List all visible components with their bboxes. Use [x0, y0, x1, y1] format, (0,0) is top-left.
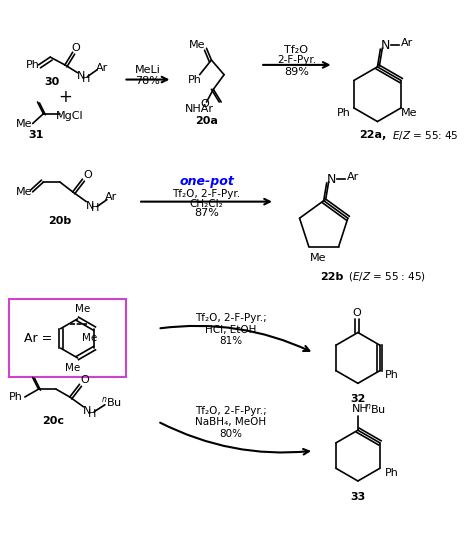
Text: Ar: Ar — [105, 192, 117, 202]
Text: O: O — [80, 375, 89, 385]
Text: Tf₂O, 2-F-Pyr.: Tf₂O, 2-F-Pyr. — [173, 189, 241, 199]
Text: 81%: 81% — [219, 337, 243, 346]
Text: N: N — [83, 406, 91, 415]
Text: N: N — [381, 39, 390, 52]
Text: 89%: 89% — [284, 67, 309, 77]
Text: one-pot: one-pot — [179, 175, 234, 188]
Text: Me: Me — [16, 118, 33, 129]
Text: 30: 30 — [45, 76, 60, 87]
Text: N: N — [77, 71, 86, 81]
Text: Ar: Ar — [96, 63, 108, 73]
Text: Tf₂O, 2-F-Pyr.;: Tf₂O, 2-F-Pyr.; — [195, 313, 267, 323]
Text: Me: Me — [65, 362, 80, 373]
Text: NaBH₄, MeOH: NaBH₄, MeOH — [195, 417, 266, 427]
Text: Tf₂O, 2-F-Pyr.;: Tf₂O, 2-F-Pyr.; — [195, 406, 267, 415]
Text: ($\it{E/Z}$ = 55 : 45): ($\it{E/Z}$ = 55 : 45) — [348, 270, 426, 283]
Text: H: H — [88, 408, 96, 419]
Text: NH: NH — [352, 404, 368, 414]
Text: O: O — [83, 170, 91, 180]
Text: O: O — [353, 308, 361, 318]
Text: Ph: Ph — [188, 75, 202, 84]
Text: N: N — [86, 201, 94, 210]
Text: H: H — [91, 203, 100, 214]
Text: 33: 33 — [350, 492, 365, 502]
Text: Me: Me — [16, 187, 33, 197]
Bar — [9, 299, 127, 378]
Text: Ar =: Ar = — [24, 332, 52, 345]
Text: Me: Me — [401, 108, 417, 118]
Text: 20b: 20b — [48, 216, 72, 226]
Text: Ar: Ar — [401, 38, 413, 48]
Text: $^n$Bu: $^n$Bu — [365, 402, 386, 415]
Text: MeLi: MeLi — [135, 65, 161, 75]
Text: HCl, EtOH: HCl, EtOH — [205, 325, 256, 334]
Text: +: + — [58, 88, 72, 106]
Text: CH₂Cl₂: CH₂Cl₂ — [190, 199, 223, 208]
Text: $^n$Bu: $^n$Bu — [101, 395, 122, 409]
Text: O: O — [201, 99, 210, 109]
Text: 20c: 20c — [42, 417, 64, 426]
Text: Me: Me — [310, 253, 327, 263]
Text: Ph: Ph — [337, 108, 351, 118]
Text: 22b: 22b — [320, 272, 343, 282]
Text: 78%: 78% — [136, 76, 160, 87]
Text: Me: Me — [82, 333, 97, 344]
Text: $\it{E/Z}$ = 55: 45: $\it{E/Z}$ = 55: 45 — [392, 129, 458, 142]
Text: Ph: Ph — [26, 60, 40, 70]
Text: 80%: 80% — [219, 429, 242, 439]
Text: 20a: 20a — [195, 116, 218, 126]
Text: 32: 32 — [350, 394, 365, 404]
Text: H: H — [82, 74, 91, 83]
Text: 87%: 87% — [194, 208, 219, 218]
Text: Ar: Ar — [347, 172, 359, 182]
Text: 2-F-Pyr.: 2-F-Pyr. — [277, 55, 316, 65]
Text: Ph: Ph — [9, 392, 23, 402]
Text: Me: Me — [189, 41, 205, 50]
Text: Me: Me — [75, 304, 90, 314]
Text: Tf₂O: Tf₂O — [284, 45, 309, 55]
Text: NHAr: NHAr — [185, 104, 214, 114]
Text: MgCl: MgCl — [56, 111, 83, 121]
Text: 22a,: 22a, — [359, 130, 386, 140]
Text: Ph: Ph — [385, 468, 399, 478]
Text: O: O — [71, 43, 80, 54]
Text: N: N — [327, 173, 336, 186]
Text: 31: 31 — [28, 130, 43, 140]
Text: Ph: Ph — [385, 371, 399, 380]
